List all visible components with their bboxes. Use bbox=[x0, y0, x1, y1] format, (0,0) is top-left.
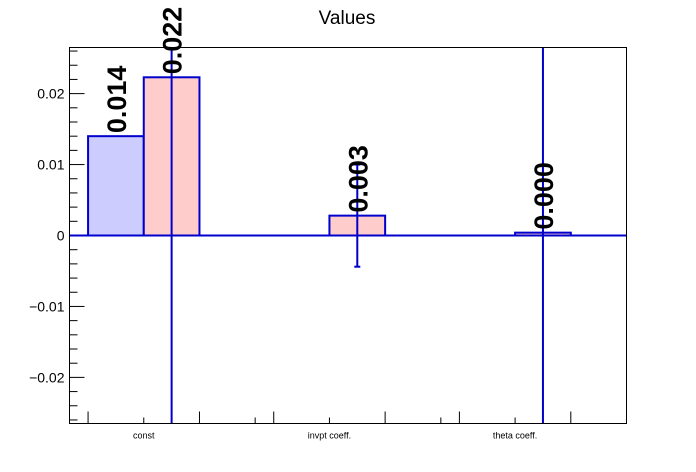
data-label: 0.003 bbox=[343, 145, 373, 213]
plot-frame bbox=[69, 47, 627, 424]
y-tick-label: −0.01 bbox=[29, 298, 65, 314]
y-tick-label: 0 bbox=[57, 228, 65, 244]
data-label: 0.014 bbox=[102, 66, 132, 134]
y-tick-label: 0.02 bbox=[37, 86, 64, 102]
data-label: 0.000 bbox=[529, 162, 559, 230]
x-tick-label: const bbox=[133, 431, 155, 441]
x-tick-label: invpt coeff. bbox=[308, 431, 351, 441]
y-tick-label: 0.01 bbox=[37, 157, 64, 173]
bar bbox=[87, 135, 145, 237]
data-label: 0.022 bbox=[158, 7, 188, 75]
x-tick-label: theta coeff. bbox=[493, 431, 537, 441]
chart-title: Values bbox=[319, 8, 376, 29]
y-tick-label: −0.02 bbox=[29, 369, 65, 385]
